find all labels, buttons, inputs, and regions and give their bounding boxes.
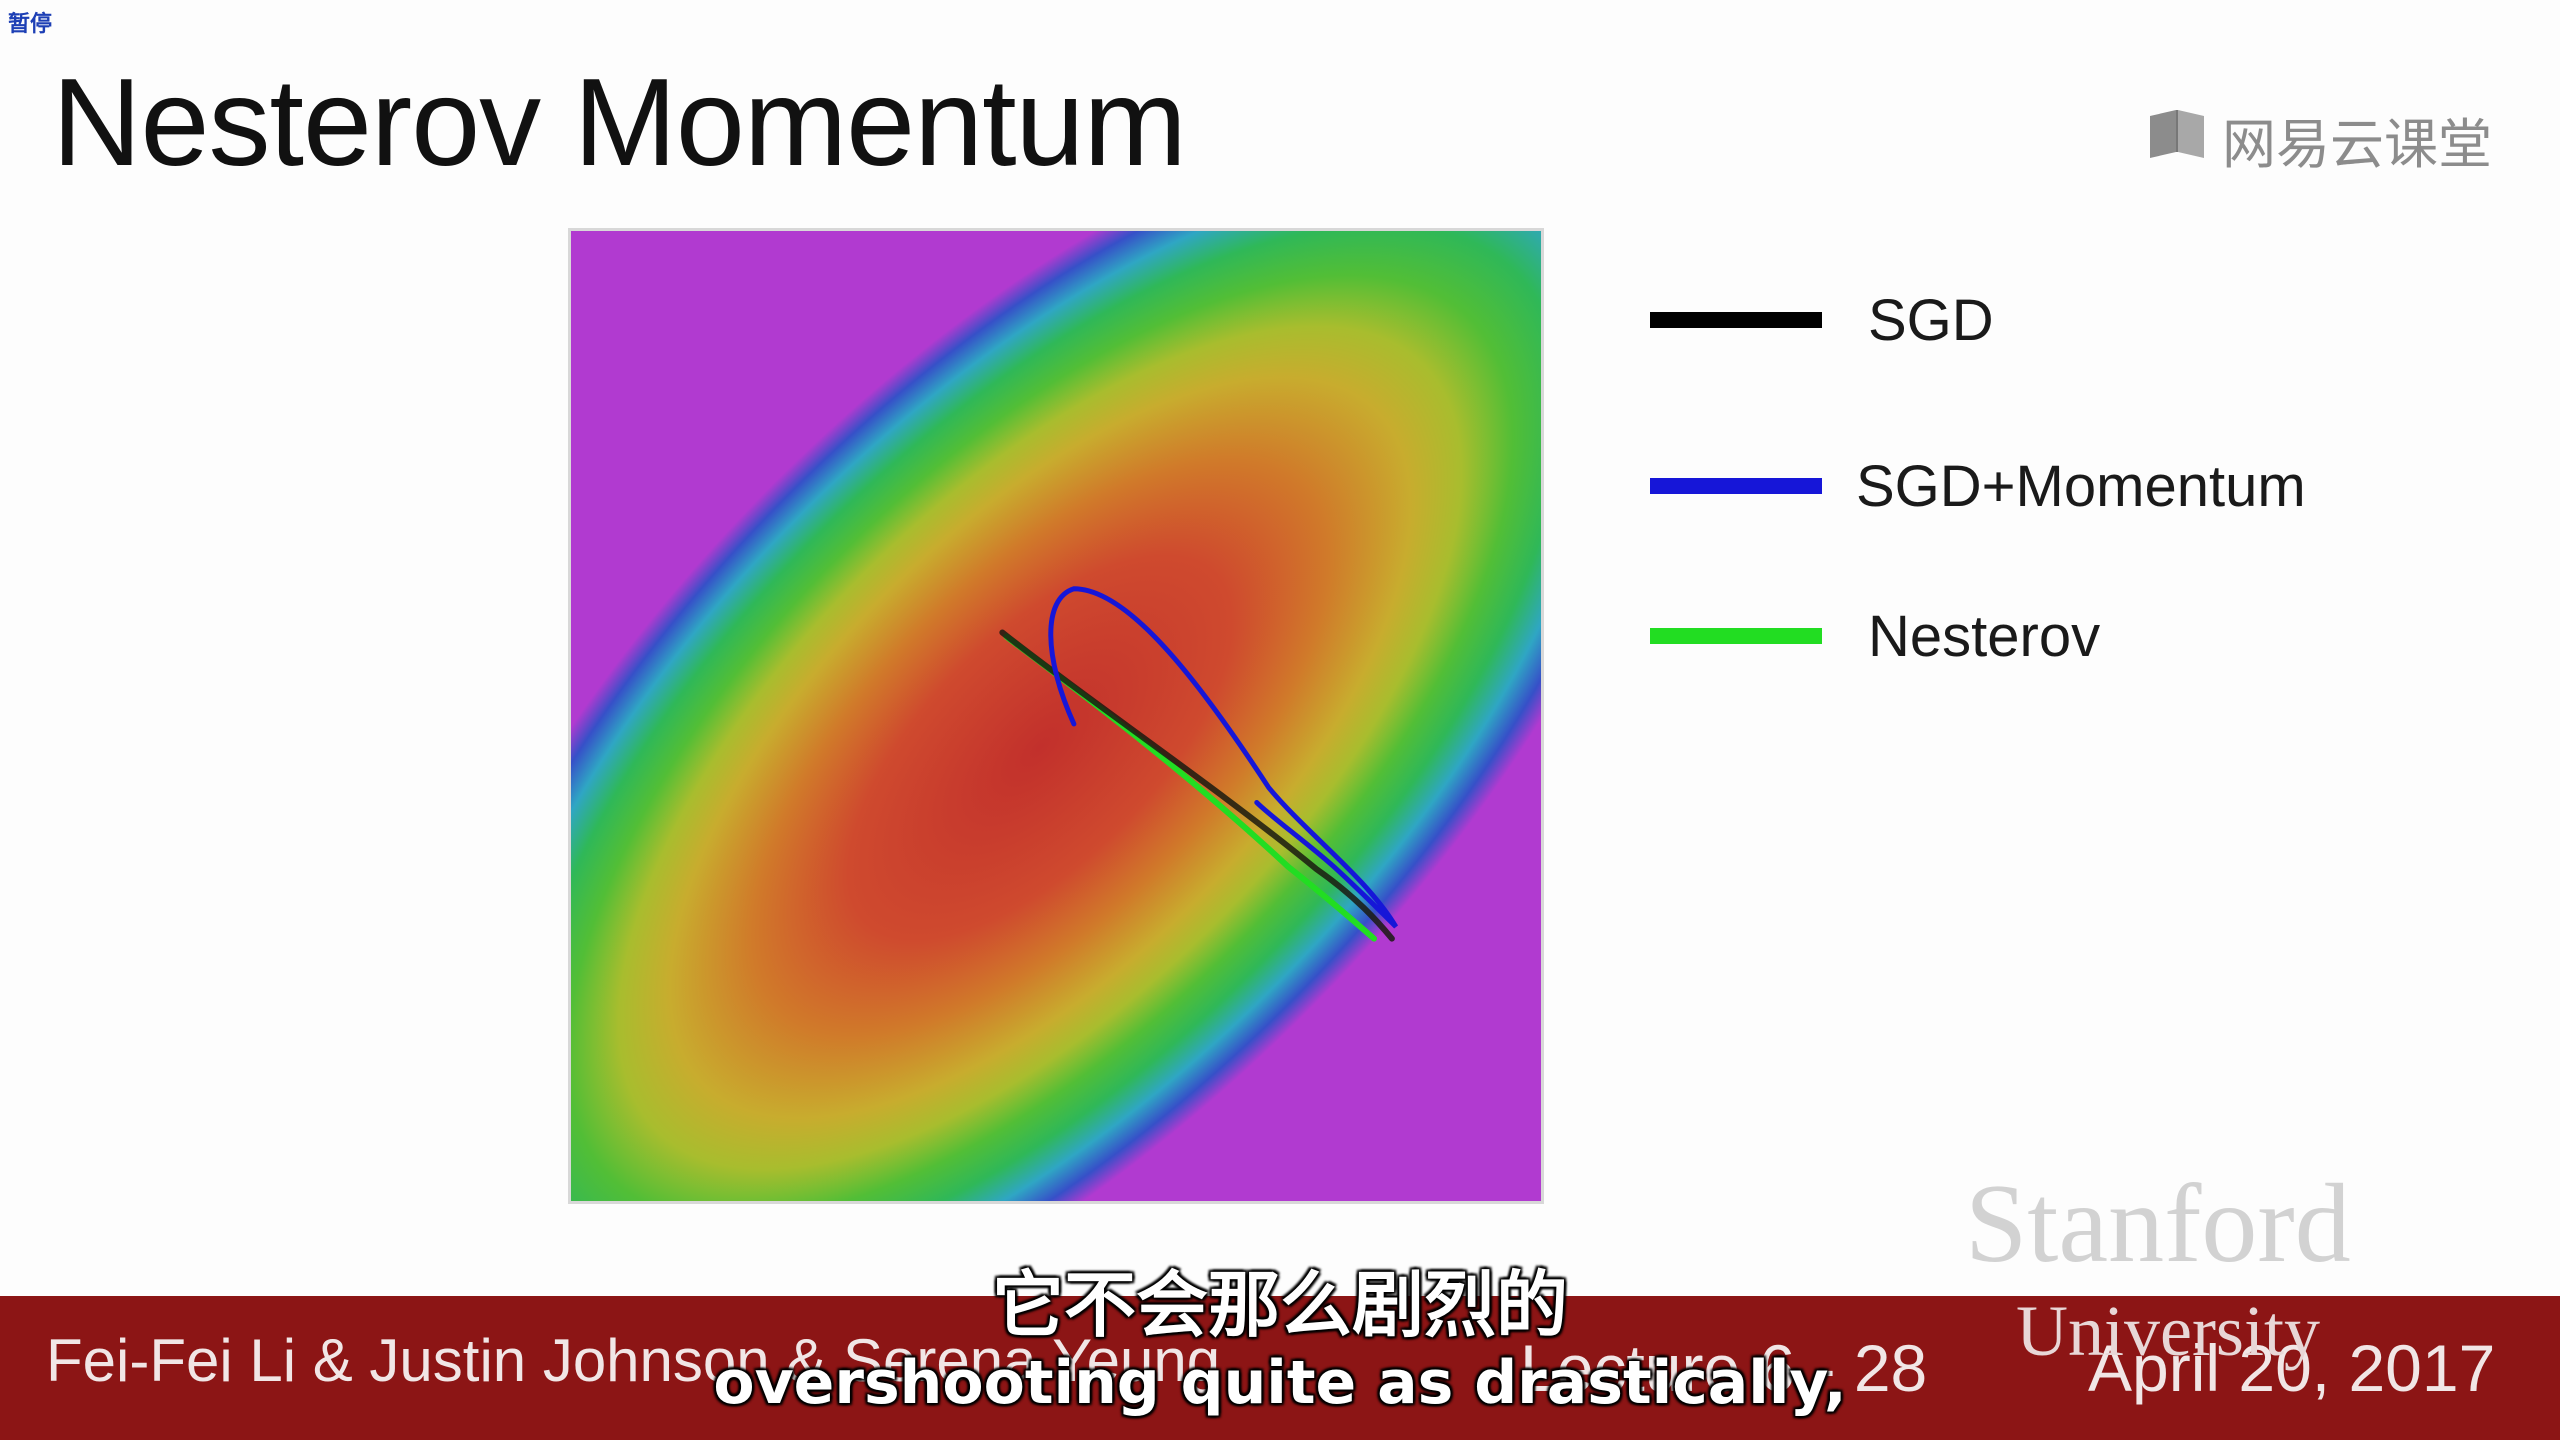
legend-swatch-sgd xyxy=(1650,312,1822,328)
stanford-logo-text: Stanford xyxy=(1965,1162,2351,1286)
footer-date: April 20, 2017 xyxy=(2088,1331,2496,1405)
legend-item-sgd: SGD xyxy=(1650,280,1994,360)
legend-item-nesterov: Nesterov xyxy=(1650,596,2100,676)
footer-lecture-number: Lecture 6 - 28 xyxy=(1520,1331,1928,1405)
legend-swatch-sgd-momentum xyxy=(1650,478,1822,494)
sgd-momentum-path xyxy=(1048,586,1399,929)
subtitle-chinese: 它不会那么剧烈的 xyxy=(991,1263,1568,1347)
footer-bar: Fei-Fei Li & Justin Johnson & Serena Yeu… xyxy=(0,1296,2560,1440)
stanford-university-text: University xyxy=(2016,1291,2320,1371)
chart-legend: SGD SGD+Momentum Nesterov xyxy=(1650,280,2450,720)
legend-swatch-nesterov xyxy=(1650,628,1822,644)
netease-watermark: 网易云课堂 xyxy=(2146,100,2492,179)
legend-item-sgd-momentum: SGD+Momentum xyxy=(1650,446,2306,526)
pause-status-label[interactable]: 暂停 xyxy=(8,12,53,37)
watermark-text: 网易云课堂 xyxy=(2222,113,2492,176)
legend-label-sgd-momentum: SGD+Momentum xyxy=(1856,453,2306,519)
slide-title: Nesterov Momentum xyxy=(52,54,1187,192)
loss-contour-plot xyxy=(568,228,1544,1204)
contour-background xyxy=(571,231,1541,1201)
legend-label-sgd: SGD xyxy=(1868,287,1994,353)
subtitle-english: overshooting quite as drastically, xyxy=(713,1348,1847,1418)
footer-authors: Fei-Fei Li & Justin Johnson & Serena Yeu… xyxy=(46,1327,1221,1394)
legend-label-nesterov: Nesterov xyxy=(1868,603,2101,669)
sgd-path xyxy=(999,629,1395,942)
open-book-icon xyxy=(2146,104,2208,175)
